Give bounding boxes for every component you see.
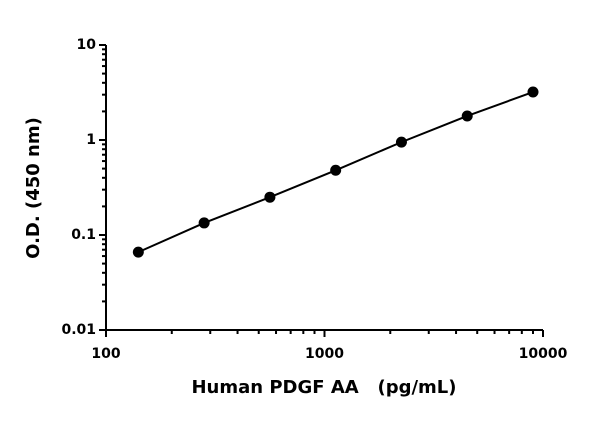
- data-point: [395, 136, 407, 148]
- data-point: [264, 191, 276, 203]
- data-point: [527, 86, 539, 98]
- x-tick-label: 1000: [305, 346, 344, 362]
- y-tick-label: 0.01: [61, 322, 96, 338]
- data-point: [132, 246, 144, 258]
- y-tick-label: 0.1: [71, 227, 96, 243]
- x-tick-label: 10000: [519, 346, 568, 362]
- data-point: [198, 217, 210, 229]
- data-point: [330, 164, 342, 176]
- y-tick-label: 10: [77, 37, 97, 53]
- x-tick-label: 100: [91, 346, 120, 362]
- y-tick-label: 1: [86, 132, 96, 148]
- data-point: [461, 110, 473, 122]
- x-axis-title: Human PDGF AA (pg/mL): [191, 377, 456, 398]
- y-axis-title: O.D. (450 nm): [23, 117, 44, 259]
